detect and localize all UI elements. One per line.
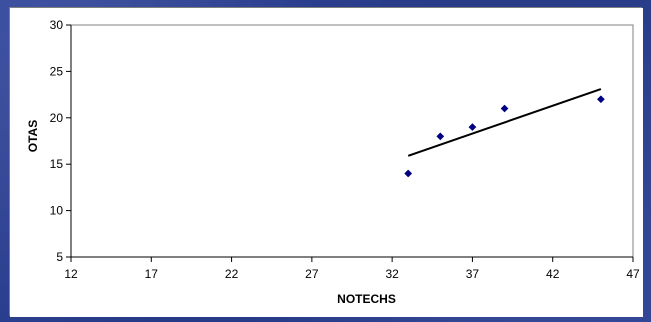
x-tick-label: 32 xyxy=(385,267,399,281)
data-point-1 xyxy=(404,169,413,178)
linear-trendline xyxy=(407,88,602,157)
y-tick-label: 25 xyxy=(50,64,64,78)
chart-panel: 12 17 22 27 32 37 42 47 5 10 15 20 25 30 NOTECHS OTAS xyxy=(9,7,643,317)
x-tick-label: 42 xyxy=(546,267,560,281)
x-tick-label: 22 xyxy=(225,267,239,281)
data-point-4 xyxy=(500,104,509,113)
points-layer xyxy=(404,95,605,178)
data-point-2 xyxy=(436,132,445,141)
y-tick-label: 10 xyxy=(50,204,64,218)
data-point-5 xyxy=(596,95,605,104)
chart-background xyxy=(10,8,643,317)
x-tick-label: 12 xyxy=(64,267,78,281)
y-tick-label: 20 xyxy=(50,111,64,125)
y-tick-label: 30 xyxy=(50,18,64,32)
x-tick-label: 27 xyxy=(305,267,319,281)
x-tick-label: 37 xyxy=(466,267,480,281)
data-point-3 xyxy=(468,123,477,132)
x-tick-label: 17 xyxy=(145,267,159,281)
x-tick-label: 47 xyxy=(626,267,640,281)
y-axis-title: OTAS xyxy=(26,120,40,152)
y-tick-label: 15 xyxy=(50,157,64,171)
scatter-chart: 12 17 22 27 32 37 42 47 5 10 15 20 25 30 NOTECHS OTAS xyxy=(10,8,643,317)
trendline-layer xyxy=(407,88,602,157)
axes-layer xyxy=(70,24,634,258)
y-tick-label: 5 xyxy=(56,250,63,264)
x-axis-title: NOTECHS xyxy=(337,292,396,306)
ticks-layer: 12 17 22 27 32 37 42 47 5 10 15 20 25 30 xyxy=(50,18,640,281)
